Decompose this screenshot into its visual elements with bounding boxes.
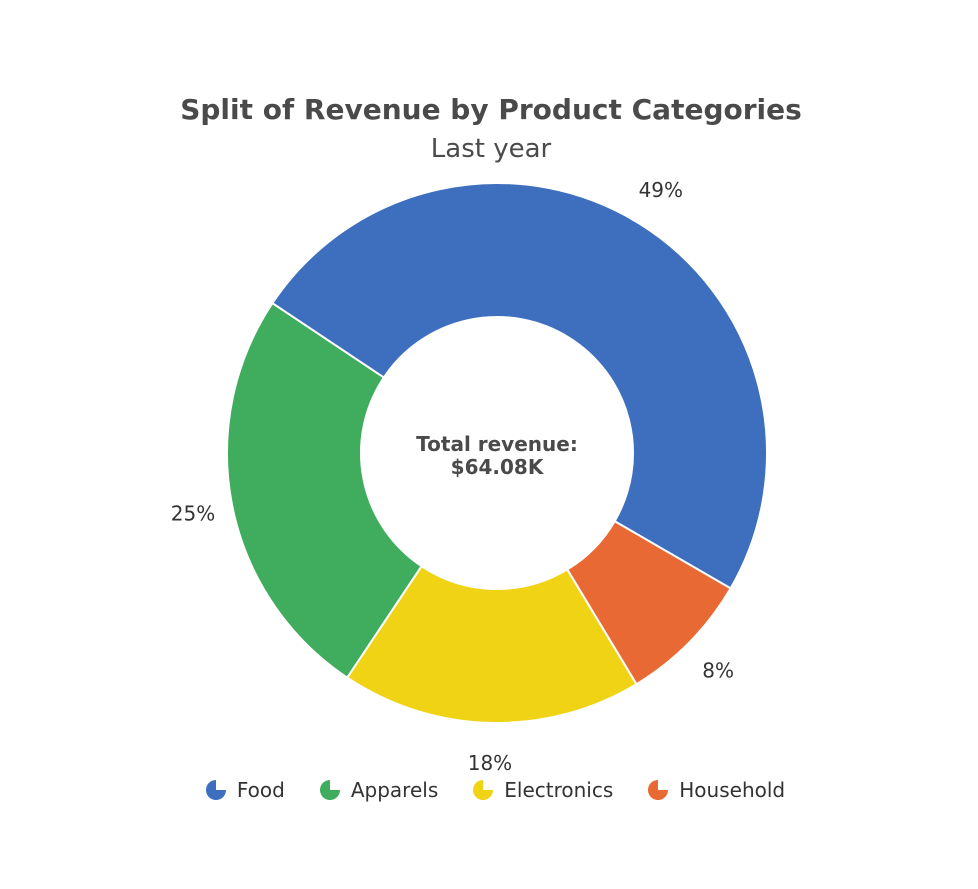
slice-label-household: 8% — [702, 658, 734, 682]
pie-icon — [319, 780, 340, 800]
legend-item-household[interactable]: Household — [647, 778, 785, 802]
center-total-value: $64.08K — [451, 455, 545, 479]
pie-icon — [473, 780, 494, 800]
slice-label-electronics: 18% — [468, 751, 512, 775]
center-total-label: Total revenue: — [416, 432, 578, 456]
legend: Food Apparels Electronics Household — [0, 778, 978, 802]
legend-label: Electronics — [504, 778, 614, 802]
slice-electronics[interactable] — [345, 564, 638, 724]
legend-item-food[interactable]: Food — [205, 778, 285, 802]
legend-label: Apparels — [350, 778, 439, 802]
slice-label-apparels: 25% — [171, 502, 215, 526]
legend-item-apparels[interactable]: Apparels — [319, 778, 438, 802]
legend-label: Food — [236, 778, 285, 802]
legend-label: Household — [679, 778, 786, 802]
legend-item-electronics[interactable]: Electronics — [472, 778, 613, 802]
pie-icon — [648, 780, 669, 800]
pie-icon — [205, 780, 226, 800]
chart-subtitle: Last year — [430, 134, 552, 164]
slice-apparels[interactable] — [226, 301, 423, 680]
slice-label-food: 49% — [639, 178, 683, 202]
chart-title: Split of Revenue by Product Categories — [180, 93, 802, 126]
slice-food[interactable] — [270, 182, 768, 590]
